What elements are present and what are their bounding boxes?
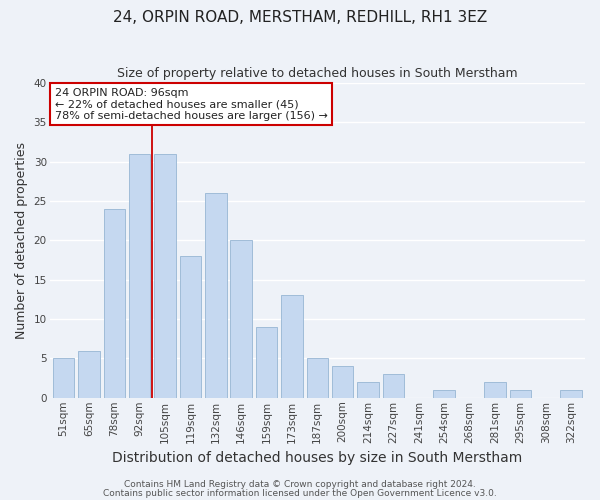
Bar: [230, 240, 252, 398]
Bar: [281, 296, 303, 398]
Title: Size of property relative to detached houses in South Merstham: Size of property relative to detached ho…: [117, 68, 518, 80]
Bar: [78, 350, 100, 398]
Text: Contains public sector information licensed under the Open Government Licence v3: Contains public sector information licen…: [103, 488, 497, 498]
Text: Contains HM Land Registry data © Crown copyright and database right 2024.: Contains HM Land Registry data © Crown c…: [124, 480, 476, 489]
Bar: [509, 390, 531, 398]
Y-axis label: Number of detached properties: Number of detached properties: [15, 142, 28, 339]
Bar: [154, 154, 176, 398]
Bar: [104, 209, 125, 398]
Bar: [256, 327, 277, 398]
Bar: [205, 193, 227, 398]
Bar: [179, 256, 201, 398]
Bar: [433, 390, 455, 398]
Bar: [129, 154, 151, 398]
Bar: [357, 382, 379, 398]
X-axis label: Distribution of detached houses by size in South Merstham: Distribution of detached houses by size …: [112, 451, 523, 465]
Bar: [307, 358, 328, 398]
Text: 24 ORPIN ROAD: 96sqm
← 22% of detached houses are smaller (45)
78% of semi-detac: 24 ORPIN ROAD: 96sqm ← 22% of detached h…: [55, 88, 328, 121]
Bar: [53, 358, 74, 398]
Text: 24, ORPIN ROAD, MERSTHAM, REDHILL, RH1 3EZ: 24, ORPIN ROAD, MERSTHAM, REDHILL, RH1 3…: [113, 10, 487, 25]
Bar: [383, 374, 404, 398]
Bar: [560, 390, 582, 398]
Bar: [484, 382, 506, 398]
Bar: [332, 366, 353, 398]
